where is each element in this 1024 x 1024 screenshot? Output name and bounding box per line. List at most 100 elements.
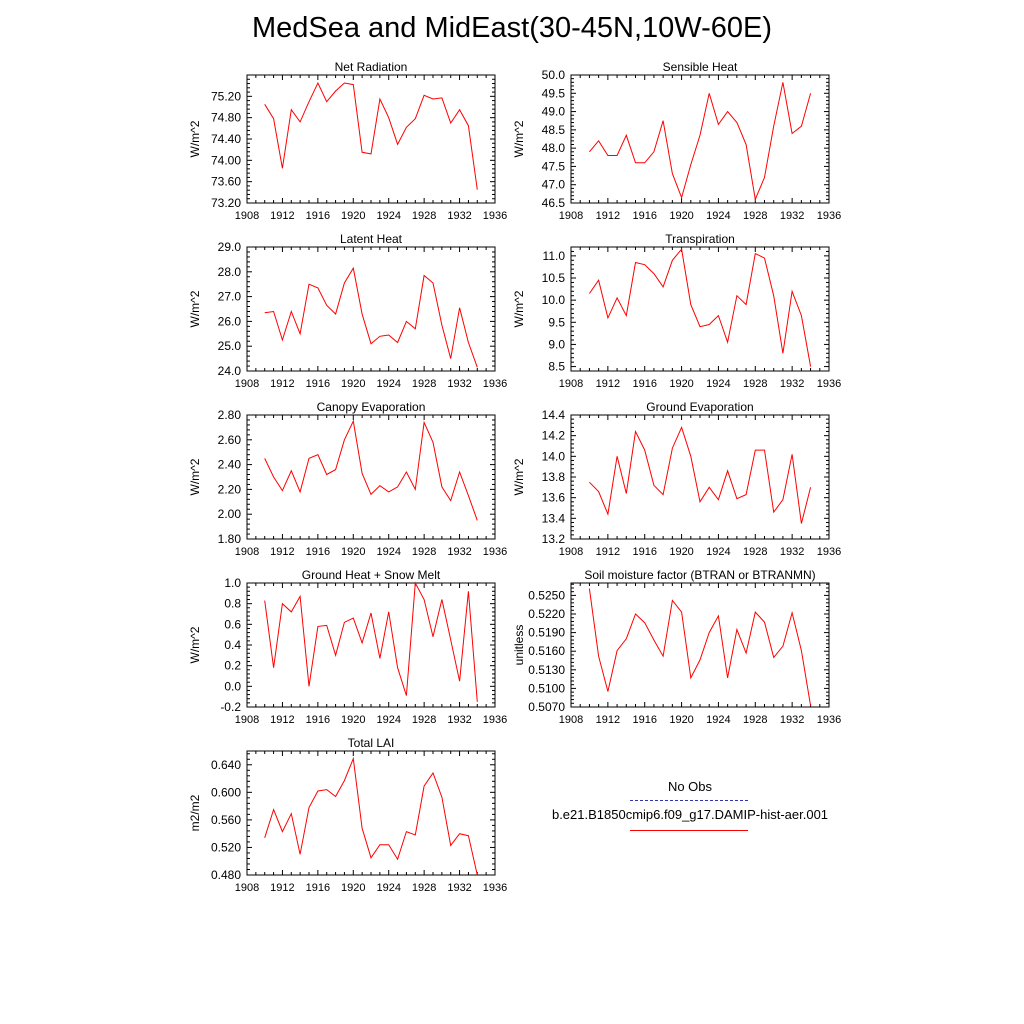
x-tick-label: 1916 — [306, 882, 330, 894]
y-tick-label: 13.4 — [542, 511, 566, 525]
x-tick-label: 1920 — [669, 378, 693, 390]
plot-title-4: Canopy Evaporation — [317, 400, 426, 414]
plot-frame-7 — [570, 582, 830, 708]
series-line-1 — [589, 82, 812, 202]
series-line-7 — [588, 588, 812, 706]
y-tick-label: 50.0 — [542, 68, 566, 82]
x-tick-label: 1912 — [270, 882, 294, 894]
y-tick-label: 1.0 — [224, 576, 241, 590]
x-tick-label: 1920 — [341, 210, 365, 222]
x-tick-label: 1924 — [376, 882, 400, 894]
x-tick-label: 1920 — [341, 378, 365, 390]
y-axis-label-5: W/m^2 — [512, 458, 526, 495]
plot-frame-2 — [246, 246, 496, 372]
y-axis-label-1: W/m^2 — [512, 120, 526, 157]
plot-title-0: Net Radiation — [335, 60, 408, 74]
legend-line-obs — [630, 800, 748, 801]
y-tick-label: 0.5070 — [528, 700, 565, 714]
y-tick-label: 14.4 — [542, 408, 566, 422]
x-tick-label: 1912 — [596, 714, 620, 726]
y-tick-label: 0.5130 — [528, 663, 565, 677]
x-tick-label: 1936 — [817, 378, 841, 390]
x-tick-label: 1924 — [376, 714, 400, 726]
plot-frame-5 — [570, 414, 830, 540]
x-tick-label: 1936 — [817, 210, 841, 222]
y-tick-label: 13.6 — [542, 491, 566, 505]
y-tick-label: 13.8 — [542, 470, 566, 484]
series-line-0 — [264, 81, 478, 190]
y-tick-label: 47.0 — [542, 178, 566, 192]
y-tick-label: 74.80 — [211, 111, 241, 125]
x-tick-label: 1912 — [270, 378, 294, 390]
y-tick-label: 0.520 — [211, 840, 241, 854]
y-tick-label: 0.8 — [224, 597, 241, 611]
x-tick-label: 1928 — [412, 210, 436, 222]
x-tick-label: 1908 — [559, 714, 583, 726]
y-axis-label-0: W/m^2 — [188, 120, 202, 157]
x-tick-label: 1916 — [306, 714, 330, 726]
y-tick-label: 9.0 — [548, 337, 565, 351]
y-tick-label: 2.40 — [218, 458, 242, 472]
y-tick-label: 9.5 — [548, 315, 565, 329]
x-tick-label: 1928 — [743, 378, 767, 390]
x-tick-label: 1932 — [447, 714, 471, 726]
plot-frame-6 — [246, 582, 496, 708]
x-tick-label: 1936 — [483, 546, 507, 558]
y-tick-label: 74.00 — [211, 153, 241, 167]
x-tick-label: 1908 — [235, 882, 259, 894]
y-tick-label: 10.0 — [542, 293, 566, 307]
x-tick-label: 1924 — [376, 546, 400, 558]
y-tick-label: 14.2 — [542, 429, 566, 443]
y-tick-label: 73.20 — [211, 196, 241, 210]
x-tick-label: 1912 — [270, 210, 294, 222]
x-tick-label: 1936 — [817, 714, 841, 726]
x-tick-label: 1928 — [412, 378, 436, 390]
x-tick-label: 1912 — [596, 378, 620, 390]
y-axis-label-2: W/m^2 — [188, 290, 202, 327]
x-tick-label: 1932 — [447, 546, 471, 558]
x-tick-label: 1928 — [412, 546, 436, 558]
x-tick-label: 1912 — [270, 546, 294, 558]
x-tick-label: 1916 — [632, 210, 656, 222]
x-tick-label: 1912 — [596, 210, 620, 222]
plot-title-3: Transpiration — [665, 232, 735, 246]
x-tick-label: 1932 — [780, 546, 804, 558]
y-tick-label: 26.0 — [218, 314, 242, 328]
y-tick-label: 49.5 — [542, 86, 566, 100]
y-tick-label: 0.6 — [224, 617, 241, 631]
series-line-5 — [589, 425, 812, 524]
plot-title-6: Ground Heat + Snow Melt — [302, 568, 441, 582]
y-tick-label: 0.5100 — [528, 681, 565, 695]
plot-title-8: Total LAI — [348, 736, 395, 750]
y-tick-label: 75.20 — [211, 89, 241, 103]
x-tick-label: 1908 — [559, 546, 583, 558]
y-axis-label-8: m2/m2 — [188, 794, 202, 831]
plot-title-5: Ground Evaporation — [646, 400, 753, 414]
y-tick-label: 48.5 — [542, 123, 566, 137]
x-tick-label: 1924 — [706, 210, 730, 222]
plot-title-1: Sensible Heat — [663, 60, 738, 74]
x-tick-label: 1908 — [235, 378, 259, 390]
y-tick-label: 10.5 — [542, 271, 566, 285]
y-axis-label-4: W/m^2 — [188, 458, 202, 495]
plot-title-2: Latent Heat — [340, 232, 403, 246]
x-tick-label: 1932 — [447, 210, 471, 222]
x-tick-label: 1916 — [306, 546, 330, 558]
x-tick-label: 1920 — [341, 714, 365, 726]
plot-frame-3 — [570, 246, 830, 372]
y-tick-label: 24.0 — [218, 364, 242, 378]
x-tick-label: 1920 — [669, 546, 693, 558]
x-tick-label: 1920 — [669, 714, 693, 726]
x-tick-label: 1936 — [817, 546, 841, 558]
plot-frame-0 — [246, 74, 496, 204]
x-tick-label: 1916 — [632, 378, 656, 390]
x-tick-label: 1920 — [669, 210, 693, 222]
series-line-6 — [264, 581, 478, 702]
y-tick-label: 0.2 — [224, 659, 241, 673]
y-tick-label: 14.0 — [542, 449, 566, 463]
y-tick-label: 0.5220 — [528, 607, 565, 621]
y-tick-label: 49.0 — [542, 105, 566, 119]
x-tick-label: 1932 — [780, 210, 804, 222]
x-tick-label: 1908 — [235, 714, 259, 726]
